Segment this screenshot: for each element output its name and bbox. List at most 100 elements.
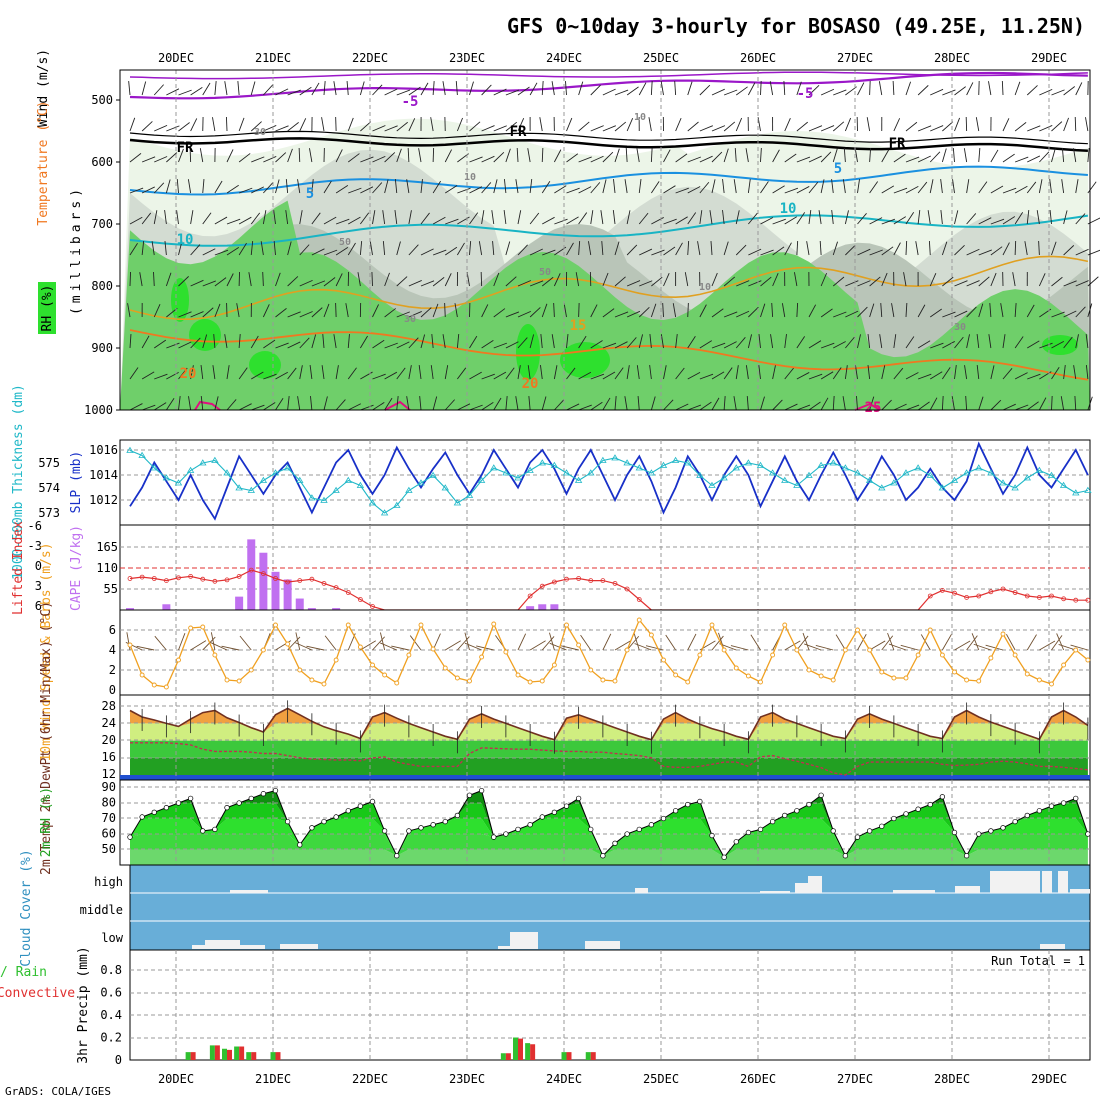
upper-air-ylabel: Wind (m/s) Temperature (°C) RH (%) (mill… <box>36 49 84 334</box>
wind-barb <box>517 244 528 256</box>
lifted-index-point <box>273 576 278 581</box>
wind-speed-point <box>685 679 691 685</box>
surface-wind-barb <box>887 632 895 651</box>
low-cloud-bar <box>1040 944 1065 949</box>
wind-barb <box>869 276 881 287</box>
wind-barb <box>299 279 313 287</box>
wind-barb <box>347 153 360 163</box>
surface-wind-barb <box>614 640 631 651</box>
high-cloud-bar <box>893 890 935 893</box>
rh-2m-point <box>951 829 958 836</box>
rh-2m-band <box>130 818 1088 858</box>
wind-barb <box>541 303 548 318</box>
rh-2m-point <box>721 854 727 860</box>
wind-barb <box>493 308 506 318</box>
thickness-point <box>611 454 619 461</box>
wind-speed-point <box>248 667 254 673</box>
precip-convective-bar <box>214 1045 220 1060</box>
wind-barb <box>360 186 374 194</box>
wind-barb <box>639 280 653 287</box>
wind-barb <box>1075 306 1086 318</box>
surface-wind-barb <box>900 644 919 651</box>
wind-speed-point <box>188 625 194 631</box>
wind-barb <box>298 147 301 163</box>
wind-barb <box>954 244 965 256</box>
wind-barb <box>517 86 530 96</box>
precip-legend-convective: Convective <box>0 986 75 1001</box>
wind-barb <box>905 81 912 96</box>
wind-barb <box>1014 372 1028 380</box>
wind-barb <box>927 210 931 225</box>
wind-barb <box>1075 248 1089 256</box>
wind-speed-point <box>1085 657 1091 663</box>
wind-barb <box>626 117 634 132</box>
wind-barb <box>359 241 363 256</box>
wind-speed-point <box>224 677 230 683</box>
thickness-point <box>174 479 183 486</box>
surface-wind-barb <box>178 633 186 651</box>
wind-barb <box>154 156 168 163</box>
temperature-band <box>130 757 1088 775</box>
lifted-index-point <box>212 578 218 584</box>
wind-barb <box>578 404 592 411</box>
low-cloud-bar <box>192 945 205 949</box>
wind-barb <box>832 121 845 132</box>
lifted-index-point <box>939 588 945 593</box>
high-cloud-bar <box>760 891 790 893</box>
wind-barb <box>493 371 507 380</box>
precip-ylabel: 3hr Precip (mm) <box>76 946 91 1063</box>
cape-bar <box>126 608 134 610</box>
high-cloud-bar <box>808 876 822 893</box>
wind-barb <box>141 186 155 194</box>
wind-barb <box>299 210 303 225</box>
wind-barb <box>745 148 749 163</box>
wind-barb <box>917 181 928 194</box>
wind-barb <box>517 280 532 287</box>
wind-barb <box>190 118 198 132</box>
wind-barb <box>444 302 446 318</box>
wind-barb <box>551 334 555 349</box>
wind-barb <box>748 280 762 287</box>
wind-barb <box>760 249 774 256</box>
wind-speed-point <box>1000 631 1006 637</box>
wind-speed-point <box>551 662 557 668</box>
wind-barb <box>711 125 726 132</box>
surface-wind-barb <box>324 635 337 651</box>
wind-barb <box>481 210 485 225</box>
wind-barb <box>1014 336 1024 349</box>
temperature-fill <box>120 708 1090 780</box>
wind-barb <box>687 371 701 380</box>
rh-2m-point <box>491 834 497 840</box>
wind-barb <box>214 303 221 318</box>
wind-barb <box>178 311 192 318</box>
wind-barb <box>176 179 179 194</box>
wind-barb <box>165 179 171 194</box>
wind-barb <box>831 179 834 194</box>
wind-barb <box>359 81 365 96</box>
pressure-tick-label: 500 <box>91 93 113 107</box>
wind-speed-point <box>612 678 618 684</box>
precip-convective-bar <box>251 1052 257 1060</box>
wind-barb <box>250 241 254 256</box>
wind-barb <box>1039 342 1053 349</box>
wind-barb <box>940 210 943 225</box>
wind-barb <box>323 216 337 225</box>
thickness-point <box>768 469 777 476</box>
wind-barb <box>869 148 872 163</box>
wind-speed-point <box>600 677 606 683</box>
wind-barb <box>942 311 956 318</box>
wind-barb <box>1063 86 1076 96</box>
wind-barb <box>674 81 677 96</box>
wind-speed-point <box>151 682 157 688</box>
wind-barb <box>626 280 641 287</box>
surface-wind-barb <box>549 642 567 651</box>
wind-barb <box>772 272 779 287</box>
wind-barb <box>153 304 161 318</box>
high-cloud-bar <box>1070 889 1090 893</box>
wind-barb <box>348 216 361 225</box>
lifted-index-point <box>285 579 291 585</box>
rh-2m-point <box>915 806 921 812</box>
wind-barb <box>722 210 725 225</box>
wind-barb <box>881 185 895 194</box>
pressure-axis: 500 600 700 800 900 1000 <box>84 93 120 417</box>
